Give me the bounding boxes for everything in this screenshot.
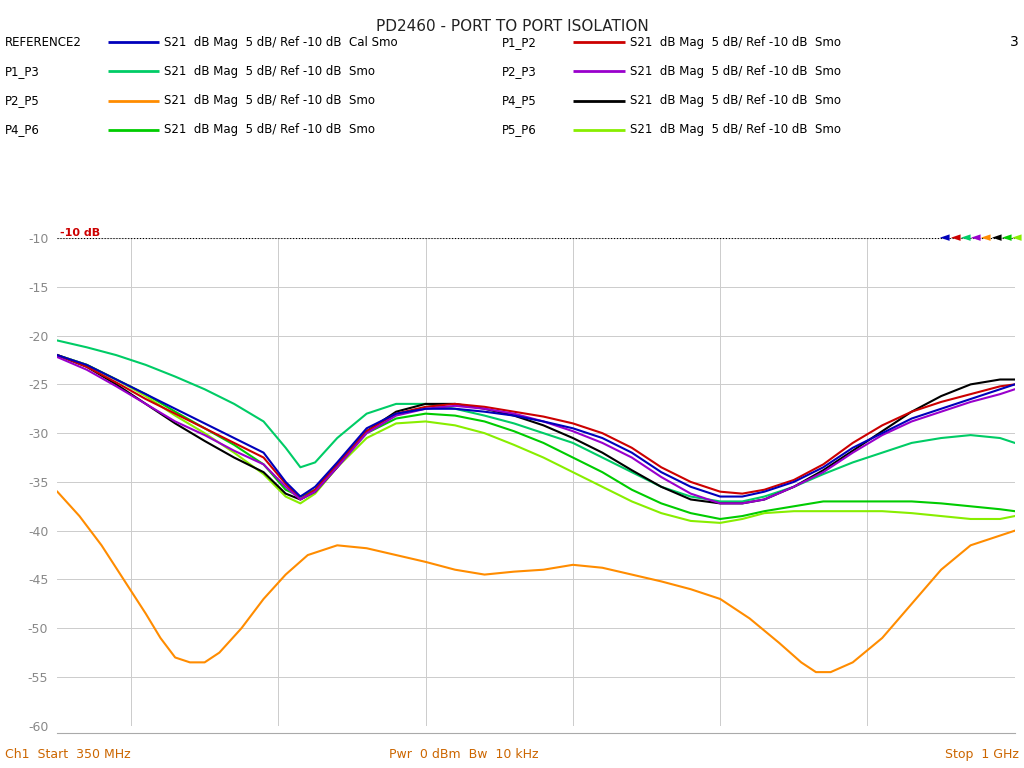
Text: P5_P6: P5_P6 (502, 124, 537, 136)
Text: ◄: ◄ (1012, 232, 1022, 244)
Text: S21  dB Mag  5 dB/ Ref -10 dB  Smo: S21 dB Mag 5 dB/ Ref -10 dB Smo (630, 65, 841, 78)
Text: Ch1  Start  350 MHz: Ch1 Start 350 MHz (5, 748, 131, 760)
Text: S21  dB Mag  5 dB/ Ref -10 dB  Smo: S21 dB Mag 5 dB/ Ref -10 dB Smo (630, 94, 841, 107)
Text: S21  dB Mag  5 dB/ Ref -10 dB  Smo: S21 dB Mag 5 dB/ Ref -10 dB Smo (630, 124, 841, 136)
Text: P1_P3: P1_P3 (5, 65, 40, 78)
Text: ◄: ◄ (971, 232, 981, 244)
Text: S21  dB Mag  5 dB/ Ref -10 dB  Smo: S21 dB Mag 5 dB/ Ref -10 dB Smo (164, 94, 375, 107)
Text: P4_P5: P4_P5 (502, 94, 537, 107)
Text: -10 dB: -10 dB (60, 228, 100, 238)
Text: ◄: ◄ (940, 232, 950, 244)
Text: 3: 3 (1010, 35, 1019, 49)
Text: ◄: ◄ (961, 232, 971, 244)
Text: P2_P5: P2_P5 (5, 94, 40, 107)
Text: Stop  1 GHz: Stop 1 GHz (945, 748, 1019, 760)
Text: S21  dB Mag  5 dB/ Ref -10 dB  Cal Smo: S21 dB Mag 5 dB/ Ref -10 dB Cal Smo (164, 36, 397, 48)
Text: ◄: ◄ (991, 232, 1001, 244)
Text: P4_P6: P4_P6 (5, 124, 40, 136)
Text: S21  dB Mag  5 dB/ Ref -10 dB  Smo: S21 dB Mag 5 dB/ Ref -10 dB Smo (164, 124, 375, 136)
Text: S21  dB Mag  5 dB/ Ref -10 dB  Smo: S21 dB Mag 5 dB/ Ref -10 dB Smo (630, 36, 841, 48)
Text: P2_P3: P2_P3 (502, 65, 537, 78)
Text: ◄: ◄ (1001, 232, 1012, 244)
Text: ◄: ◄ (950, 232, 961, 244)
Text: P1_P2: P1_P2 (502, 36, 537, 48)
Text: PD2460 - PORT TO PORT ISOLATION: PD2460 - PORT TO PORT ISOLATION (376, 19, 648, 35)
Text: S21  dB Mag  5 dB/ Ref -10 dB  Smo: S21 dB Mag 5 dB/ Ref -10 dB Smo (164, 65, 375, 78)
Text: ◄: ◄ (981, 232, 991, 244)
Text: Pwr  0 dBm  Bw  10 kHz: Pwr 0 dBm Bw 10 kHz (389, 748, 539, 760)
Text: REFERENCE2: REFERENCE2 (5, 36, 82, 48)
